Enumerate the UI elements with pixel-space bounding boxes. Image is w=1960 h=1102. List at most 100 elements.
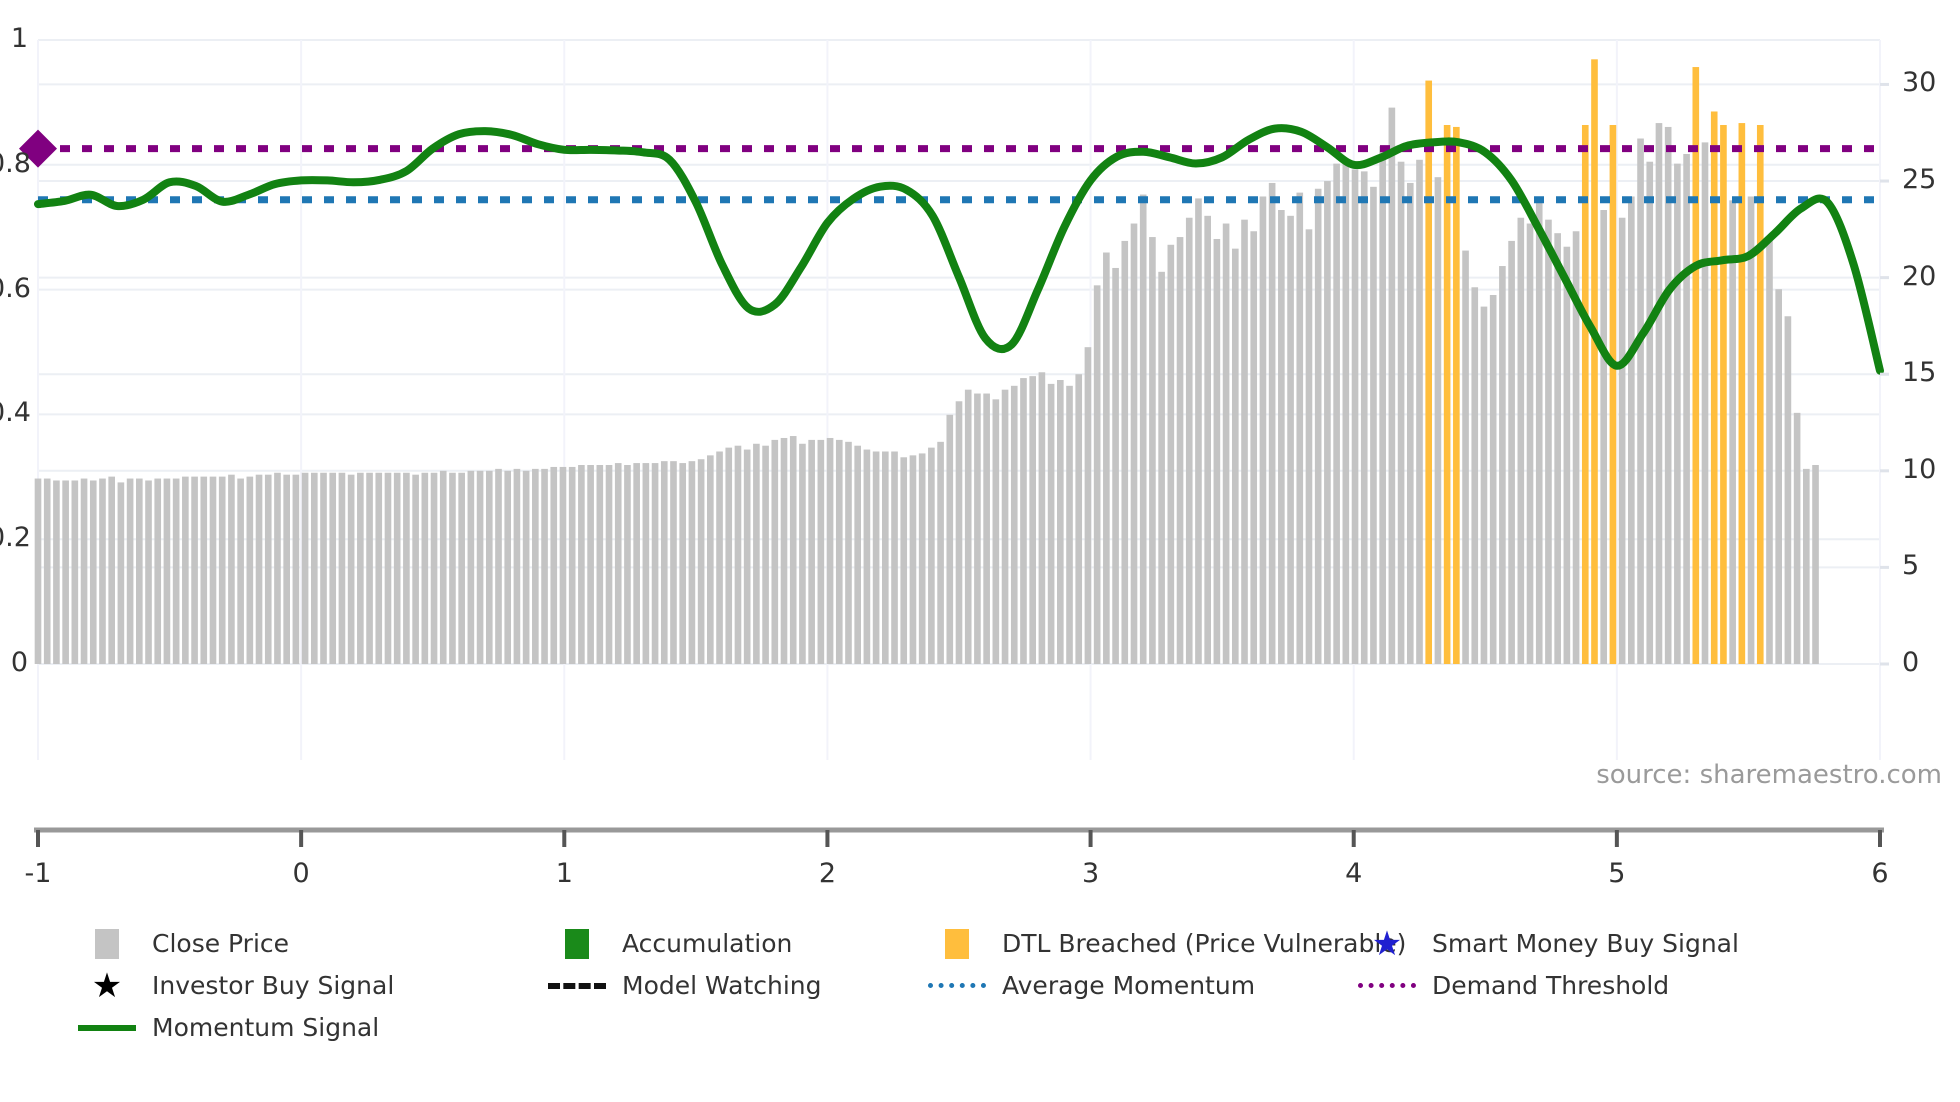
- legend-item-average-momentum[interactable]: Average Momentum: [926, 970, 1356, 1001]
- close-price-bar: [559, 466, 567, 664]
- close-price-bar: [522, 470, 530, 664]
- y-axis-right-tick-label: 30: [1902, 67, 1937, 99]
- close-price-bar: [1222, 223, 1230, 664]
- close-price-bar: [1628, 196, 1635, 664]
- legend-item-momentum-signal[interactable]: Momentum Signal: [76, 1012, 546, 1043]
- close-price-bar: [172, 478, 180, 664]
- close-price-bar: [568, 466, 576, 664]
- legend-item-dtl-breached[interactable]: DTL Breached (Price Vulnerable): [926, 928, 1406, 959]
- close-price-bar: [1305, 229, 1313, 664]
- close-price-bar: [1517, 217, 1525, 664]
- close-price-bar: [384, 472, 392, 664]
- close-price-bar: [1047, 383, 1055, 664]
- close-price-bar: [1278, 210, 1285, 664]
- close-price-bar: [882, 451, 889, 664]
- star-icon: ★: [1371, 923, 1403, 964]
- close-price-bar: [1664, 126, 1672, 664]
- close-price-bar: [62, 480, 69, 664]
- close-price-bar: [992, 399, 1000, 664]
- close-price-bar: [1793, 412, 1801, 664]
- close-price-bar: [891, 451, 898, 664]
- close-price-bar: [53, 480, 60, 664]
- dtl-breached-bar: [1591, 59, 1598, 664]
- threshold-lines: [38, 145, 1880, 204]
- close-price-bar: [1056, 380, 1064, 664]
- close-price-bar: [780, 437, 788, 664]
- close-price-bar: [1784, 316, 1792, 664]
- legend-key-dashed: [546, 970, 608, 1001]
- close-price-bar: [504, 470, 512, 664]
- close-price-bar: [1766, 238, 1773, 664]
- close-price-bar: [1683, 153, 1690, 664]
- close-price-bar: [1370, 186, 1377, 664]
- y-axis-left-tick-label: 0.4: [0, 397, 31, 429]
- legend-label: Average Momentum: [1002, 971, 1256, 1000]
- close-price-bar: [1646, 161, 1654, 664]
- close-price-bar: [421, 472, 429, 664]
- close-price-bar: [237, 478, 244, 664]
- close-price-bar: [918, 453, 926, 664]
- x-axis-tick-label: 1: [555, 858, 573, 889]
- close-price-bar: [605, 465, 613, 664]
- close-price-bar: [1296, 192, 1304, 664]
- close-price-bar: [1241, 219, 1248, 664]
- close-price-bar: [182, 476, 189, 664]
- close-price-bar: [108, 476, 115, 664]
- close-price-bar: [393, 472, 401, 664]
- dotted-line-icon: [928, 983, 986, 988]
- legend-item-model-watching[interactable]: Model Watching: [546, 970, 926, 1001]
- close-price-bar: [845, 441, 852, 664]
- close-price-bar: [209, 476, 217, 664]
- legend-label: Smart Money Buy Signal: [1432, 929, 1739, 958]
- close-price-bar: [1342, 161, 1350, 664]
- close-price-bar: [89, 480, 97, 664]
- legend-key-solid: [76, 1012, 138, 1043]
- legend-item-demand-threshold[interactable]: Demand Threshold: [1356, 970, 1756, 1001]
- close-price-bar: [485, 470, 493, 664]
- close-price-bar: [762, 445, 769, 664]
- close-price-bar: [1572, 231, 1580, 665]
- close-price-bar: [449, 472, 456, 664]
- close-price-bar: [642, 463, 650, 664]
- x-axis-tick-label: 0: [292, 858, 310, 889]
- dashed-line-icon: [548, 982, 606, 989]
- close-price-bar: [688, 461, 696, 664]
- close-price-bar: [1020, 378, 1027, 664]
- close-price-bar: [1093, 285, 1101, 664]
- close-price-bar: [1812, 465, 1819, 664]
- close-price-bar: [301, 472, 309, 664]
- x-axis-tick-label: 6: [1871, 858, 1889, 889]
- close-price-bar: [651, 463, 659, 664]
- legend-item-accumulation[interactable]: Accumulation: [546, 928, 926, 959]
- legend-label: Accumulation: [622, 929, 793, 958]
- close-price-bar: [734, 445, 742, 664]
- close-price-bar: [495, 468, 502, 664]
- close-price-bar: [1231, 248, 1239, 664]
- close-price-bar: [1112, 267, 1119, 664]
- legend-item-investor-buy-signal[interactable]: ★ Investor Buy Signal: [76, 969, 546, 1003]
- close-price-bar: [283, 474, 290, 664]
- x-axis-tick-label: -1: [24, 858, 52, 889]
- close-price-bar: [955, 401, 963, 664]
- close-price-bar: [218, 476, 226, 664]
- legend-item-smart-money-buy-signal[interactable]: ★ Smart Money Buy Signal: [1356, 923, 1756, 964]
- legend-swatch-icon: [565, 928, 589, 959]
- close-price-bar: [1535, 200, 1543, 665]
- legend-swatch-icon: [95, 928, 119, 959]
- legend-item-close-price[interactable]: Close Price: [76, 928, 546, 959]
- close-price-bar: [1508, 240, 1515, 664]
- close-price-bar: [697, 459, 705, 664]
- close-price-bar: [817, 439, 825, 664]
- demand-threshold-marker: [19, 129, 57, 168]
- close-price-bar: [117, 482, 125, 664]
- close-price-bar: [1084, 347, 1092, 664]
- legend-label: Model Watching: [622, 971, 822, 1000]
- close-price-bar: [937, 441, 944, 664]
- close-price-bar: [357, 472, 364, 664]
- close-price-bar: [1075, 374, 1083, 664]
- close-price-bar: [338, 472, 346, 664]
- dtl-breached-bar: [1453, 126, 1460, 664]
- close-price-bar: [1250, 231, 1258, 665]
- close-price-bar: [1499, 266, 1506, 664]
